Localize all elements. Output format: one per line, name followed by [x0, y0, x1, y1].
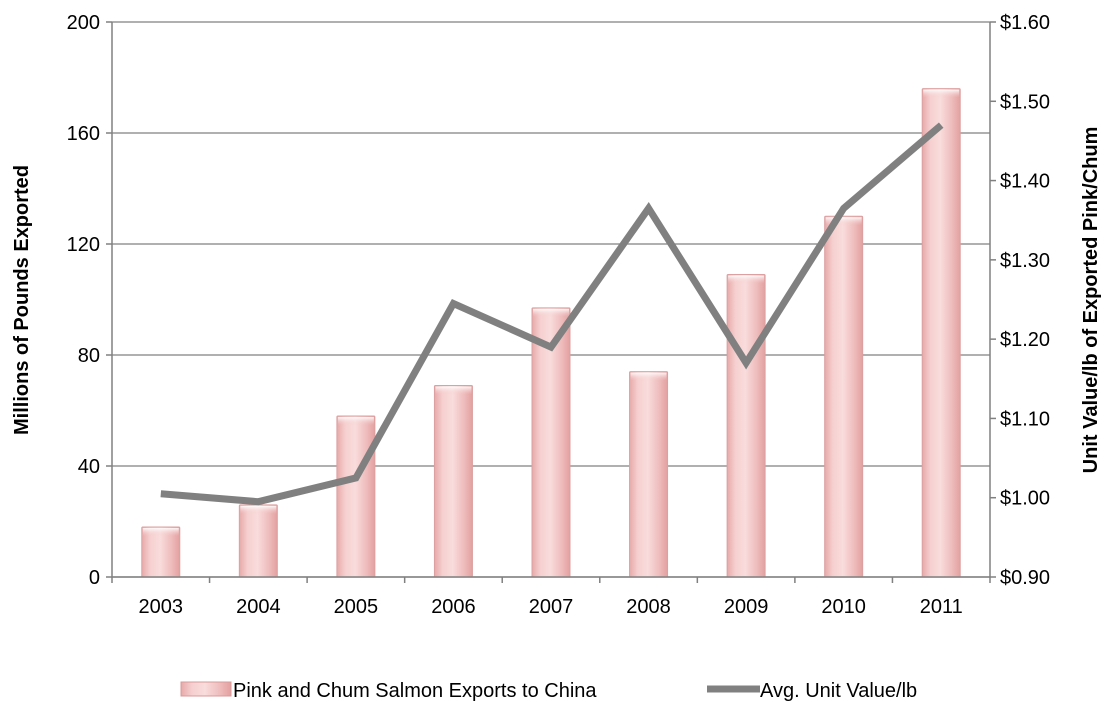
bar: [336, 415, 376, 578]
right-tick-label: $1.10: [1000, 408, 1050, 430]
bar: [824, 215, 864, 578]
bar: [238, 504, 278, 578]
right-tick-label: $1.20: [1000, 329, 1050, 351]
x-tick-label: 2007: [529, 596, 574, 618]
x-tick-label: 2011: [920, 596, 963, 618]
bar-highlight: [142, 528, 179, 537]
right-tick-label: $1.50: [1000, 91, 1050, 113]
line-series: [160, 122, 944, 506]
right-tick-label: $1.40: [1000, 171, 1050, 193]
bar-highlight: [825, 217, 862, 226]
x-tick-label: 2009: [724, 596, 769, 618]
bar-highlight: [728, 275, 765, 284]
left-tick-label: 0: [89, 567, 100, 589]
bar-highlight: [240, 505, 277, 514]
x-tick-label: 2010: [821, 596, 866, 618]
bar: [629, 371, 669, 578]
legend-bar-label: Pink and Chum Salmon Exports to China: [233, 680, 597, 702]
x-tick-label: 2004: [236, 596, 281, 618]
bar-highlight: [923, 89, 960, 98]
x-tick-label: 2003: [139, 596, 184, 618]
right-tick-label: $1.60: [1000, 12, 1050, 34]
line-series-path: [160, 122, 944, 506]
bar: [433, 385, 473, 578]
bar-highlight: [533, 308, 569, 317]
left-tick-label: 40: [78, 456, 100, 478]
left-axis-title: Millions of Pounds Exported: [11, 165, 33, 435]
left-tick-label: 80: [78, 345, 100, 367]
right-axis-title: Unit Value/lb of Exported Pink/Chum: [1080, 127, 1102, 474]
legend-line-label: Avg. Unit Value/lb: [760, 680, 917, 702]
x-tick-label: 2006: [431, 596, 476, 618]
x-tick-label: 2005: [334, 596, 379, 618]
bar-highlight: [630, 372, 667, 381]
bar-highlight: [337, 417, 374, 426]
tick-labels: 0 40 80 120 160 200 $0.90 $1.00 $1.10 $1.20 $1.30 $…: [67, 12, 1050, 618]
bar: [921, 88, 961, 578]
axes: [106, 21, 996, 583]
right-tick-label: $0.90: [1000, 567, 1050, 589]
legend: Pink and Chum Salmon Exports to China Av…: [180, 680, 917, 702]
x-tick-label: 2008: [626, 596, 671, 618]
bar-highlight: [435, 386, 472, 395]
right-tick-label: $1.30: [1000, 250, 1050, 272]
legend-bar-swatch: [180, 681, 232, 697]
bar: [726, 274, 766, 578]
left-tick-label: 200: [67, 12, 100, 34]
left-tick-label: 120: [67, 234, 100, 256]
left-tick-label: 160: [67, 123, 100, 145]
right-tick-label: $1.00: [1000, 488, 1050, 510]
